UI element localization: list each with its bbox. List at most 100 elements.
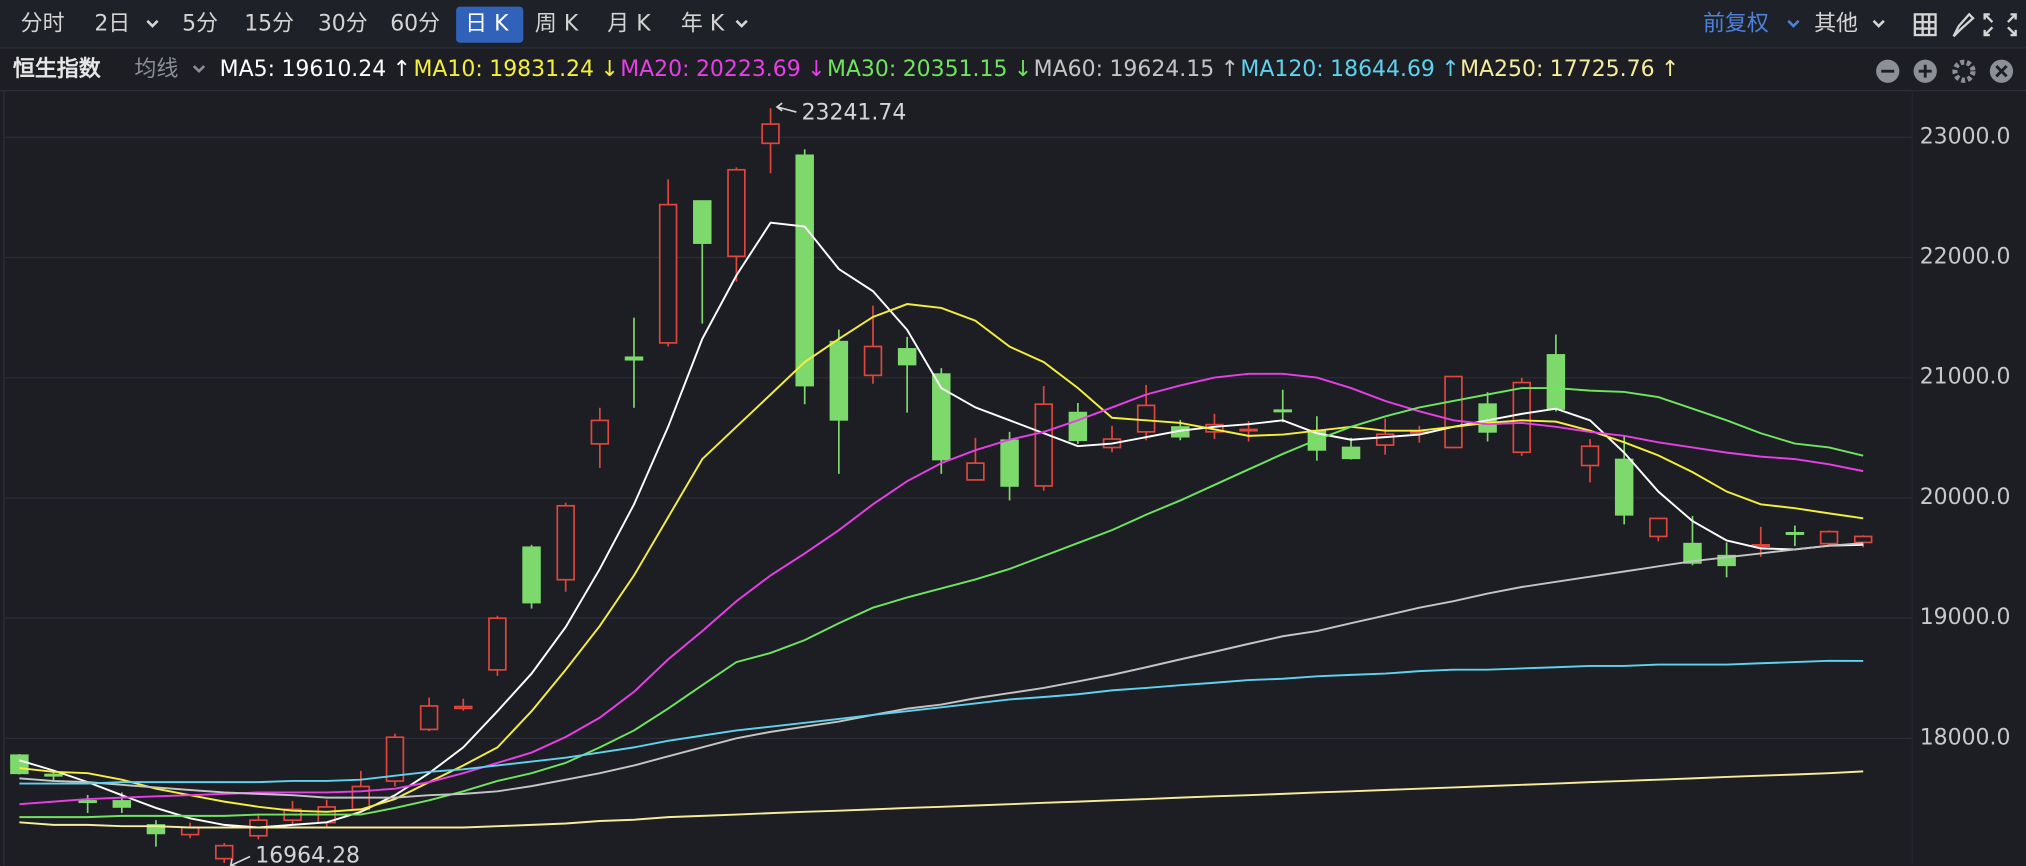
tool-icons (1913, 12, 2017, 38)
legend-entry: MA10: 19831.24 ↓ (413, 57, 618, 82)
timeframe-tab[interactable]: 60分 (390, 12, 440, 37)
candle-body (693, 200, 712, 244)
timeframe-tab[interactable]: 月 K (607, 12, 651, 37)
candle-body (1717, 554, 1736, 567)
candle-body (44, 773, 63, 777)
candle-body (590, 419, 610, 445)
indicator-menu[interactable]: 均线 (134, 57, 178, 82)
y-tick-label: 21000.0 (1920, 365, 2011, 390)
layout-icon[interactable] (1913, 13, 1937, 37)
candle-body (1136, 404, 1156, 433)
candle-body (1683, 542, 1702, 564)
candle-body (761, 123, 780, 145)
timeframe-tab[interactable]: 5分 (182, 12, 218, 37)
legend-value: 19610.24 (281, 57, 386, 82)
legend-value: 18644.69 (1330, 57, 1435, 82)
timeframe-tab[interactable]: 2日 (94, 12, 130, 37)
adjust-menu[interactable]: 前复权 (1703, 12, 1769, 37)
legend-separator: : (1096, 57, 1103, 82)
ma-line (19, 387, 1864, 819)
candle-body (727, 168, 746, 258)
caret (735, 19, 748, 28)
legend-trend: ↑ (1221, 57, 1239, 82)
annotation-arrow (775, 102, 797, 113)
panel-icons (1876, 59, 2014, 83)
timeframe-tab[interactable]: 周 K (535, 12, 579, 37)
ma-line (19, 770, 1864, 829)
more-menu[interactable]: 其他 (1814, 12, 1858, 37)
legend-separator: : (475, 57, 482, 82)
legend-entry: MA30: 20351.15 ↓ (827, 57, 1032, 82)
y-tick-label: 22000.0 (1920, 245, 2011, 270)
candle-body (1273, 409, 1292, 413)
legend-value: 20351.15 (903, 57, 1008, 82)
legend-name: MA5 (220, 57, 268, 82)
legend-name: MA120 (1240, 57, 1316, 82)
legend-separator: : (268, 57, 275, 82)
legend-trend: ↑ (1661, 57, 1679, 82)
timeframe-tab[interactable]: 年 K (681, 12, 725, 37)
candle-body (1068, 411, 1088, 442)
cross (1995, 65, 2008, 78)
caret (192, 65, 206, 74)
ma-legend: MA5: 19610.24 ↑ MA10: 19831.24 ↓ MA20: 20223.69… (220, 57, 1680, 82)
legend-trend: ↑ (1441, 57, 1459, 82)
candle-body (215, 844, 234, 860)
candle-body (112, 800, 132, 808)
active-tab-bg (456, 6, 524, 43)
candle-body (966, 462, 985, 481)
plus (1918, 64, 1932, 78)
candle-body (1853, 535, 1873, 544)
candle-body (385, 736, 405, 782)
ma-line (19, 372, 1864, 806)
candle-body (1580, 445, 1600, 467)
legend-trend: ↓ (600, 57, 618, 82)
candle-body (658, 203, 678, 344)
candle-body (1444, 375, 1463, 449)
min-label: 16964.28 (255, 843, 360, 866)
legend-trend: ↓ (807, 57, 825, 82)
legend-value: 20223.69 (696, 57, 801, 82)
candle-body (1649, 517, 1668, 538)
y-tick-label: 19000.0 (1920, 605, 2011, 630)
draw-icon[interactable] (1952, 12, 1975, 38)
index-name: 恒生指数 (13, 56, 102, 82)
timeframe-tab[interactable]: 日 K (465, 12, 509, 37)
legend-entry: MA120: 18644.69 ↑ (1240, 57, 1459, 82)
legend-name: MA250 (1460, 57, 1536, 82)
settings-button[interactable] (1952, 59, 1976, 83)
caret (146, 19, 159, 28)
ma-line (19, 659, 1864, 785)
legend-name: MA30 (827, 57, 889, 82)
legend-name: MA60 (1034, 57, 1096, 82)
plot: 18000.0 19000.0 20000.0 21000.0 22000.0 23000… (5, 100, 2010, 866)
legend-separator: : (682, 57, 689, 82)
candle-body (180, 826, 200, 836)
candle-body (1614, 458, 1634, 516)
layout-grid (1914, 14, 1936, 36)
legend-value: 19624.15 (1109, 57, 1214, 82)
timeframe-tab[interactable]: 15分 (244, 12, 294, 37)
toolbar-bg (0, 0, 2026, 48)
legend-value: 19831.24 (489, 57, 594, 82)
legend-trend: ↑ (393, 57, 411, 82)
legend-entry: MA20: 20223.69 ↓ (620, 57, 825, 82)
legend-separator: : (889, 57, 896, 82)
candle-body (863, 345, 883, 377)
candle-body (1000, 439, 1019, 487)
candle-body (556, 504, 575, 581)
candle-body (1546, 354, 1566, 410)
ma-line (19, 303, 1864, 813)
timeframe-tab[interactable]: 30分 (318, 12, 368, 37)
legend-value: 17725.76 (1550, 57, 1655, 82)
fullscreen-icon[interactable] (1983, 13, 2017, 37)
timeframe-tab[interactable]: 分时 (21, 12, 65, 37)
ma-line (19, 542, 1864, 799)
legend-entry: MA250: 17725.76 ↑ (1460, 57, 1679, 82)
candle-body (419, 705, 439, 731)
candle-body (78, 800, 97, 804)
y-tick-label: 23000.0 (1920, 124, 2011, 149)
